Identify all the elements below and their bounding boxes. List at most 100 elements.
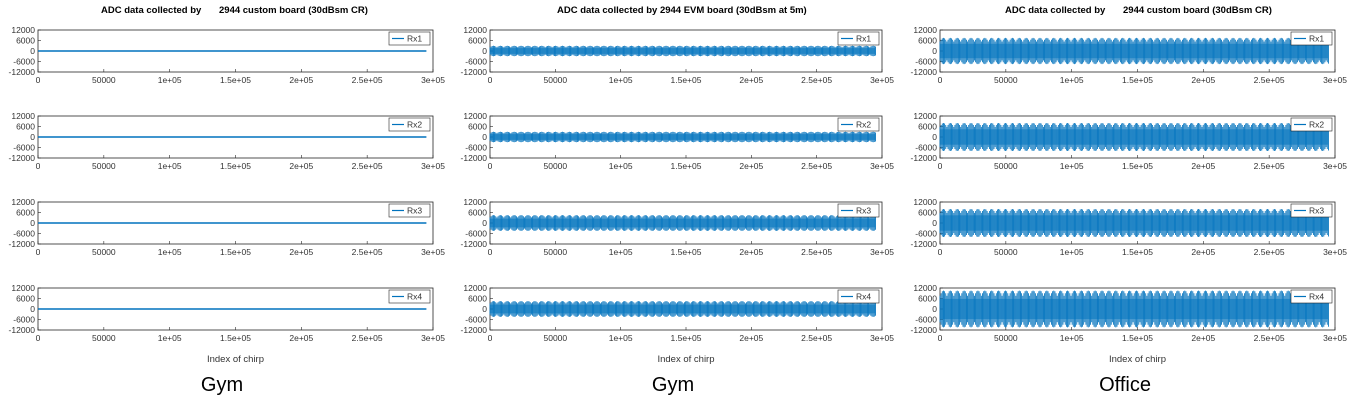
x-tick-label: 50000 [92, 247, 116, 257]
y-tick-label: -6000 [13, 57, 35, 67]
legend-box [1290, 31, 1333, 46]
x-tick-label: 2e+05 [1191, 161, 1215, 171]
legend-box [388, 289, 431, 304]
x-tick-label: 2e+05 [289, 75, 313, 85]
legend-box [837, 117, 880, 132]
legend-label: Rx2 [856, 120, 871, 130]
signal-core [940, 215, 1329, 231]
x-tick-label: 0 [488, 75, 493, 85]
y-tick-label: -12000 [9, 239, 36, 249]
y-tick-label: -6000 [13, 143, 35, 153]
y-tick-label: -12000 [461, 153, 488, 163]
x-tick-label: 1.5e+05 [1122, 247, 1153, 257]
y-tick-label: 12000 [913, 25, 937, 35]
y-tick-label: 6000 [468, 36, 487, 46]
y-tick-label: 0 [482, 132, 487, 142]
x-tick-label: 1.5e+05 [1122, 75, 1153, 85]
legend-box [1290, 117, 1333, 132]
x-tick-label: 50000 [92, 161, 116, 171]
y-tick-label: -6000 [915, 315, 937, 325]
x-tick-label: 50000 [92, 333, 116, 343]
x-tick-label: 2.5e+05 [352, 333, 383, 343]
x-tick-label: 2.5e+05 [1254, 247, 1285, 257]
panel-column-3: ADC data collected by 2944 custom board (… [911, 5, 1348, 396]
x-tick-label: 0 [488, 333, 493, 343]
x-tick-label: 0 [36, 75, 41, 85]
y-tick-label: 6000 [16, 208, 35, 218]
signal-core [490, 304, 876, 314]
x-tick-label: 3e+05 [421, 247, 445, 257]
legend-label: Rx2 [407, 120, 422, 130]
x-tick-label: 1.5e+05 [1122, 161, 1153, 171]
y-tick-label: 0 [482, 218, 487, 228]
y-tick-label: 6000 [16, 122, 35, 132]
signal-core [940, 298, 1329, 320]
x-tick-label: 2e+05 [1191, 247, 1215, 257]
y-tick-label: -12000 [911, 239, 938, 249]
legend-box [837, 203, 880, 218]
y-tick-label: 0 [932, 46, 937, 56]
y-tick-label: -6000 [465, 57, 487, 67]
y-tick-label: -12000 [9, 325, 36, 335]
x-axis-label: Index of chirp [657, 354, 714, 365]
x-tick-label: 2.5e+05 [1254, 75, 1285, 85]
x-tick-label: 1e+05 [158, 161, 182, 171]
x-tick-label: 2.5e+05 [801, 247, 832, 257]
x-tick-label: 1e+05 [158, 75, 182, 85]
x-tick-label: 2.5e+05 [1254, 333, 1285, 343]
y-tick-label: 12000 [913, 197, 937, 207]
x-tick-label: 50000 [544, 161, 568, 171]
legend-label: Rx4 [407, 292, 422, 302]
legend-label: Rx3 [1309, 206, 1324, 216]
x-tick-label: 1e+05 [1060, 333, 1084, 343]
panel-column-1: ADC data collected by 2944 custom board (… [9, 5, 446, 396]
y-tick-label: 12000 [11, 197, 35, 207]
x-tick-label: 3e+05 [421, 75, 445, 85]
x-tick-label: 2.5e+05 [352, 247, 383, 257]
legend-label: Rx4 [856, 292, 871, 302]
x-tick-label: 2e+05 [739, 247, 763, 257]
y-tick-label: 6000 [468, 208, 487, 218]
x-tick-label: 2.5e+05 [801, 333, 832, 343]
y-tick-label: -12000 [461, 325, 488, 335]
legend-box [388, 31, 431, 46]
y-tick-label: 6000 [918, 294, 937, 304]
legend-box [1290, 203, 1333, 218]
y-tick-label: 0 [932, 304, 937, 314]
x-tick-label: 1.5e+05 [671, 333, 702, 343]
x-tick-label: 1e+05 [609, 247, 633, 257]
y-tick-label: -12000 [911, 67, 938, 77]
y-tick-label: 12000 [463, 197, 487, 207]
x-tick-label: 2e+05 [739, 333, 763, 343]
y-tick-label: 6000 [16, 294, 35, 304]
x-tick-label: 0 [938, 75, 943, 85]
panel-title: ADC data collected by [101, 5, 202, 16]
x-tick-label: 2.5e+05 [352, 75, 383, 85]
x-tick-label: 50000 [544, 247, 568, 257]
x-tick-label: 2e+05 [289, 161, 313, 171]
y-tick-label: -12000 [911, 325, 938, 335]
x-tick-label: 1e+05 [1060, 75, 1084, 85]
panel-title-board: 2944 custom board (30dBsm CR) [1123, 5, 1272, 16]
y-tick-label: -12000 [9, 67, 36, 77]
y-tick-label: 12000 [913, 283, 937, 293]
x-tick-label: 3e+05 [1323, 333, 1347, 343]
signal-core [940, 129, 1329, 145]
x-tick-label: 3e+05 [1323, 247, 1347, 257]
y-tick-label: -6000 [465, 315, 487, 325]
y-tick-label: -6000 [915, 229, 937, 239]
x-tick-label: 2.5e+05 [801, 161, 832, 171]
y-tick-label: -6000 [13, 315, 35, 325]
x-tick-label: 0 [938, 247, 943, 257]
x-tick-label: 1e+05 [1060, 161, 1084, 171]
y-tick-label: 12000 [913, 111, 937, 121]
x-tick-label: 1e+05 [158, 247, 182, 257]
x-tick-label: 0 [36, 247, 41, 257]
column-caption: Office [1099, 374, 1151, 396]
